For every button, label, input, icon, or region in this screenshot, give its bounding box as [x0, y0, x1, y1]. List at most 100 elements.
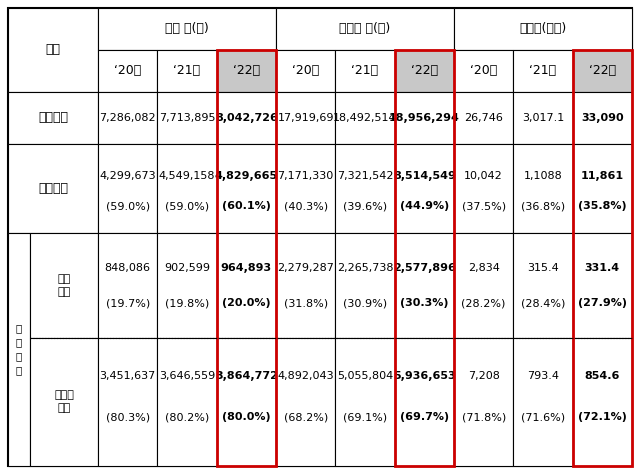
Text: 종사자 수(명): 종사자 수(명) [339, 22, 390, 36]
Text: (59.0%): (59.0%) [165, 201, 209, 211]
Bar [8, 144, 98, 233]
Text: ‘20년: ‘20년 [470, 64, 497, 77]
Bar [454, 92, 513, 144]
Text: 5,936,653: 5,936,653 [393, 371, 456, 381]
Text: (35.8%): (35.8%) [578, 201, 627, 211]
Text: 854.6: 854.6 [585, 371, 620, 381]
Text: (60.1%): (60.1%) [222, 201, 271, 211]
Bar [395, 92, 454, 144]
Bar [276, 338, 335, 466]
Text: ‘21년: ‘21년 [529, 64, 557, 77]
Text: 非기술
기반: 非기술 기반 [54, 390, 74, 413]
Bar [157, 92, 217, 144]
Bar [276, 8, 454, 50]
Text: ‘21년: ‘21년 [173, 64, 200, 77]
Bar [8, 92, 98, 144]
Bar [395, 50, 454, 92]
Text: 기업 수(개): 기업 수(개) [165, 22, 209, 36]
Text: (69.7%): (69.7%) [400, 412, 449, 422]
Text: (37.5%): (37.5%) [461, 201, 506, 211]
Text: 4,549,158: 4,549,158 [159, 171, 215, 181]
Bar [513, 233, 573, 338]
Bar [157, 233, 217, 338]
Text: 17,919,69: 17,919,69 [277, 113, 334, 123]
Bar [454, 8, 632, 50]
Bar [335, 144, 395, 233]
Text: (71.6%): (71.6%) [521, 412, 565, 422]
Bar [98, 50, 157, 92]
Bar [276, 92, 335, 144]
Bar [395, 50, 454, 466]
Text: 7,713,895: 7,713,895 [159, 113, 215, 123]
Text: 구분: 구분 [45, 44, 61, 56]
Bar [217, 50, 276, 466]
Text: 848,086: 848,086 [105, 263, 150, 273]
Text: 18,956,294: 18,956,294 [389, 113, 460, 123]
Text: (80.3%): (80.3%) [106, 412, 150, 422]
Text: (72.1%): (72.1%) [578, 412, 627, 422]
Bar [513, 144, 573, 233]
Bar [573, 338, 632, 466]
Text: (28.4%): (28.4%) [521, 298, 565, 308]
Bar [276, 50, 335, 92]
Text: 매출액(조원): 매출액(조원) [520, 22, 566, 36]
Bar [217, 338, 276, 466]
Text: 8,514,549: 8,514,549 [393, 171, 456, 181]
Text: 4,829,665: 4,829,665 [215, 171, 278, 181]
Bar [30, 233, 98, 338]
Text: 창업기업: 창업기업 [38, 182, 68, 195]
Text: 3,646,559: 3,646,559 [159, 371, 215, 381]
Text: (69.1%): (69.1%) [343, 412, 387, 422]
Bar [98, 338, 157, 466]
Bar [217, 50, 276, 92]
Bar [98, 144, 157, 233]
Text: 중소기업: 중소기업 [38, 111, 68, 124]
Text: (68.2%): (68.2%) [284, 412, 328, 422]
Bar [217, 233, 276, 338]
Bar [157, 144, 217, 233]
Bar [98, 233, 157, 338]
Text: 3,017.1: 3,017.1 [522, 113, 564, 123]
Text: (19.8%): (19.8%) [165, 298, 209, 308]
Bar [335, 92, 395, 144]
Bar [335, 338, 395, 466]
Text: 3,864,772: 3,864,772 [215, 371, 278, 381]
Text: 2,577,896: 2,577,896 [393, 263, 456, 273]
Text: 10,042: 10,042 [464, 171, 503, 181]
Bar [395, 338, 454, 466]
Text: 기술
기반: 기술 기반 [58, 274, 70, 297]
Bar [276, 144, 335, 233]
Text: 902,599: 902,599 [164, 263, 210, 273]
Text: (80.2%): (80.2%) [165, 412, 209, 422]
Text: (71.8%): (71.8%) [461, 412, 506, 422]
Text: ‘22년: ‘22년 [411, 64, 438, 77]
Text: 793.4: 793.4 [527, 371, 559, 381]
Text: (30.9%): (30.9%) [343, 298, 387, 308]
Bar [573, 92, 632, 144]
Text: 964,893: 964,893 [221, 263, 272, 273]
Bar [8, 8, 98, 92]
Bar [513, 50, 573, 92]
Text: 26,746: 26,746 [464, 113, 503, 123]
Text: (40.3%): (40.3%) [284, 201, 328, 211]
Text: 3,451,637: 3,451,637 [100, 371, 156, 381]
Text: 4,892,043: 4,892,043 [277, 371, 334, 381]
Bar [30, 338, 98, 466]
Bar [98, 92, 157, 144]
Bar [573, 144, 632, 233]
Text: 2,279,287: 2,279,287 [277, 263, 334, 273]
Bar [454, 144, 513, 233]
Text: 11,861: 11,861 [580, 171, 624, 181]
Bar [573, 50, 632, 92]
Bar [157, 50, 217, 92]
Text: 7,208: 7,208 [468, 371, 500, 381]
Text: ‘20년: ‘20년 [292, 64, 319, 77]
Text: (39.6%): (39.6%) [343, 201, 387, 211]
Text: 7,286,082: 7,286,082 [99, 113, 156, 123]
Bar [98, 8, 276, 50]
Text: 5,055,804: 5,055,804 [337, 371, 393, 381]
Text: (30.3%): (30.3%) [400, 298, 449, 308]
Text: (27.9%): (27.9%) [578, 298, 627, 308]
Text: 4,299,673: 4,299,673 [99, 171, 156, 181]
Text: 18,492,514: 18,492,514 [333, 113, 397, 123]
